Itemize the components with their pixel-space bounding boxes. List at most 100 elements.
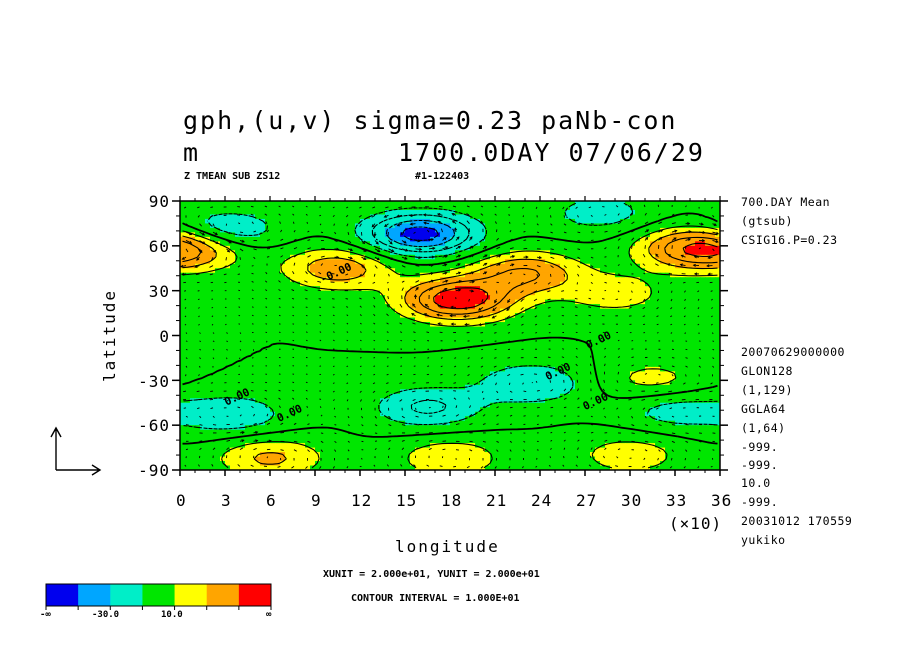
contour-cell bbox=[600, 201, 606, 207]
contour-cell bbox=[670, 398, 676, 404]
contour-cell bbox=[620, 277, 626, 283]
contour-cell bbox=[305, 241, 311, 247]
contour-cell bbox=[220, 218, 226, 225]
contour-cell bbox=[275, 232, 281, 238]
contour-cell bbox=[545, 313, 551, 319]
contour-cell bbox=[190, 331, 196, 337]
contour-cell bbox=[290, 245, 296, 251]
contour-cell bbox=[240, 201, 246, 207]
contour-cell bbox=[420, 277, 426, 283]
contour-cell bbox=[280, 335, 286, 341]
contour-cell bbox=[450, 331, 456, 337]
contour-cell bbox=[260, 335, 266, 341]
contour-cell bbox=[340, 286, 346, 292]
contour-cell bbox=[450, 389, 456, 395]
contour-cell bbox=[620, 331, 626, 337]
contour-cell bbox=[505, 398, 511, 404]
contour-cell bbox=[335, 402, 341, 408]
contour-cell bbox=[330, 263, 336, 269]
contour-cell bbox=[235, 254, 241, 260]
contour-cell bbox=[260, 398, 266, 404]
contour-cell bbox=[605, 209, 611, 216]
contour-cell bbox=[225, 218, 231, 225]
contour-cell bbox=[220, 299, 226, 305]
contour-cell bbox=[405, 227, 411, 233]
contour-cell bbox=[200, 227, 206, 233]
contour-cell bbox=[345, 232, 351, 238]
contour-cell bbox=[590, 304, 596, 310]
contour-cell bbox=[650, 250, 656, 256]
contour-cell bbox=[690, 339, 696, 346]
contour-cell bbox=[295, 218, 301, 225]
contour-cell bbox=[430, 201, 436, 207]
contour-cell bbox=[535, 362, 541, 368]
contour-cell bbox=[550, 268, 556, 274]
contour-cell bbox=[230, 209, 236, 216]
contour-cell bbox=[430, 389, 436, 395]
contour-cell bbox=[620, 339, 626, 346]
contour-cell bbox=[475, 218, 481, 225]
contour-cell bbox=[710, 299, 716, 305]
contour-cell bbox=[285, 277, 291, 283]
contour-cell bbox=[265, 209, 271, 216]
contour-cell bbox=[225, 335, 231, 341]
contour-cell bbox=[300, 286, 306, 292]
contour-cell bbox=[575, 223, 581, 229]
contour-cell bbox=[640, 214, 646, 220]
contour-cell bbox=[240, 250, 246, 256]
contour-cell bbox=[630, 281, 636, 287]
contour-cell bbox=[430, 214, 436, 220]
contour-cell bbox=[480, 205, 486, 211]
contour-cell bbox=[655, 281, 661, 287]
contour-cell bbox=[260, 299, 266, 305]
contour-cell bbox=[380, 290, 386, 296]
contour-cell bbox=[305, 304, 311, 310]
contour-cell bbox=[640, 402, 646, 408]
contour-cell bbox=[335, 322, 341, 328]
contour-cell bbox=[340, 214, 346, 220]
contour-cell bbox=[260, 236, 266, 242]
contour-cell bbox=[535, 348, 541, 355]
contour-cell bbox=[345, 218, 351, 225]
contour-cell bbox=[645, 357, 651, 363]
contour-cell bbox=[205, 245, 211, 251]
contour-cell bbox=[210, 241, 216, 247]
contour-cell bbox=[525, 245, 531, 251]
contour-cell bbox=[395, 218, 401, 225]
contour-cell bbox=[715, 227, 720, 233]
contour-cell bbox=[645, 353, 651, 359]
side-info-top-0: 700.DAY Mean bbox=[741, 195, 831, 209]
contour-cell bbox=[460, 380, 466, 386]
contour-cell bbox=[390, 357, 396, 363]
contour-cell bbox=[480, 259, 486, 265]
contour-cell bbox=[180, 205, 186, 211]
contour-cell bbox=[420, 380, 426, 386]
contour-cell bbox=[295, 362, 301, 368]
contour-cell bbox=[605, 375, 611, 381]
contour-cell bbox=[230, 326, 236, 332]
contour-cell bbox=[375, 384, 381, 390]
contour-cell bbox=[510, 263, 516, 269]
contour-cell bbox=[670, 389, 676, 395]
contour-cell bbox=[690, 209, 696, 216]
contour-cell bbox=[375, 209, 381, 216]
contour-cell bbox=[180, 268, 186, 274]
contour-cell bbox=[640, 201, 646, 207]
contour-cell bbox=[710, 236, 716, 242]
contour-cell bbox=[360, 214, 366, 220]
contour-cell bbox=[570, 241, 576, 247]
contour-cell bbox=[515, 366, 521, 372]
contour-cell bbox=[290, 299, 296, 305]
contour-cell bbox=[440, 384, 446, 390]
contour-cell bbox=[590, 331, 596, 337]
contour-cell bbox=[675, 317, 681, 323]
contour-cell bbox=[575, 322, 581, 328]
contour-cell bbox=[560, 299, 566, 305]
contour-cell bbox=[485, 286, 491, 292]
contour-cell bbox=[245, 299, 251, 305]
contour-cell bbox=[270, 375, 276, 381]
contour-cell bbox=[325, 295, 331, 301]
contour-cell bbox=[525, 201, 531, 207]
contour-cell bbox=[400, 335, 406, 341]
contour-cell bbox=[490, 277, 496, 283]
